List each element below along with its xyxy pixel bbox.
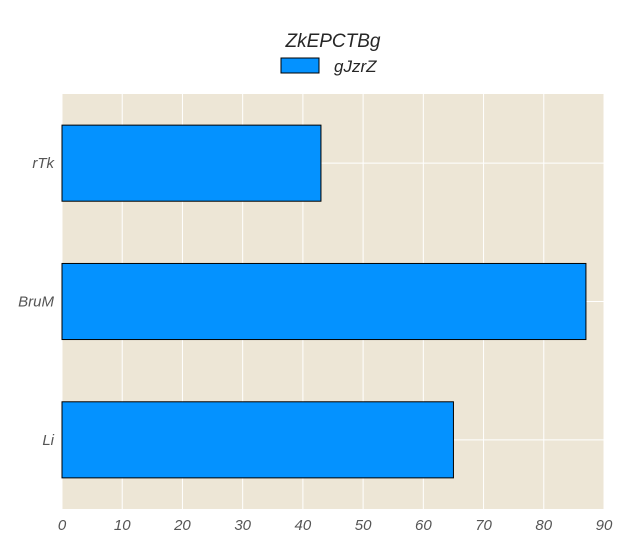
legend-swatch (280, 57, 320, 74)
legend-label: gJzrZ (334, 57, 377, 76)
x-tick-label: 0 (58, 517, 67, 534)
x-tick-label: 30 (234, 517, 251, 534)
bar-BruM (61, 262, 587, 341)
category-label: BruM (18, 294, 54, 311)
x-tick-label: 80 (535, 517, 552, 534)
chart-title: ZkEPCTBg (284, 31, 380, 52)
category-labels: rTk BruM Li (18, 155, 55, 449)
x-tick-label: 70 (475, 517, 492, 534)
x-tick-label: 10 (114, 517, 131, 534)
legend: gJzrZ (280, 57, 377, 76)
x-axis-ticks: 0 10 20 30 40 50 60 70 80 90 (58, 517, 613, 534)
x-tick-label: 20 (173, 517, 191, 534)
bar-rTk (61, 124, 322, 202)
x-tick-label: 90 (596, 517, 613, 534)
category-label: rTk (32, 155, 55, 172)
bars (61, 124, 587, 479)
category-label: Li (42, 432, 54, 449)
x-tick-label: 50 (355, 517, 372, 534)
x-tick-label: 40 (295, 517, 312, 534)
bar-Li (61, 401, 454, 479)
x-tick-label: 60 (415, 517, 432, 534)
